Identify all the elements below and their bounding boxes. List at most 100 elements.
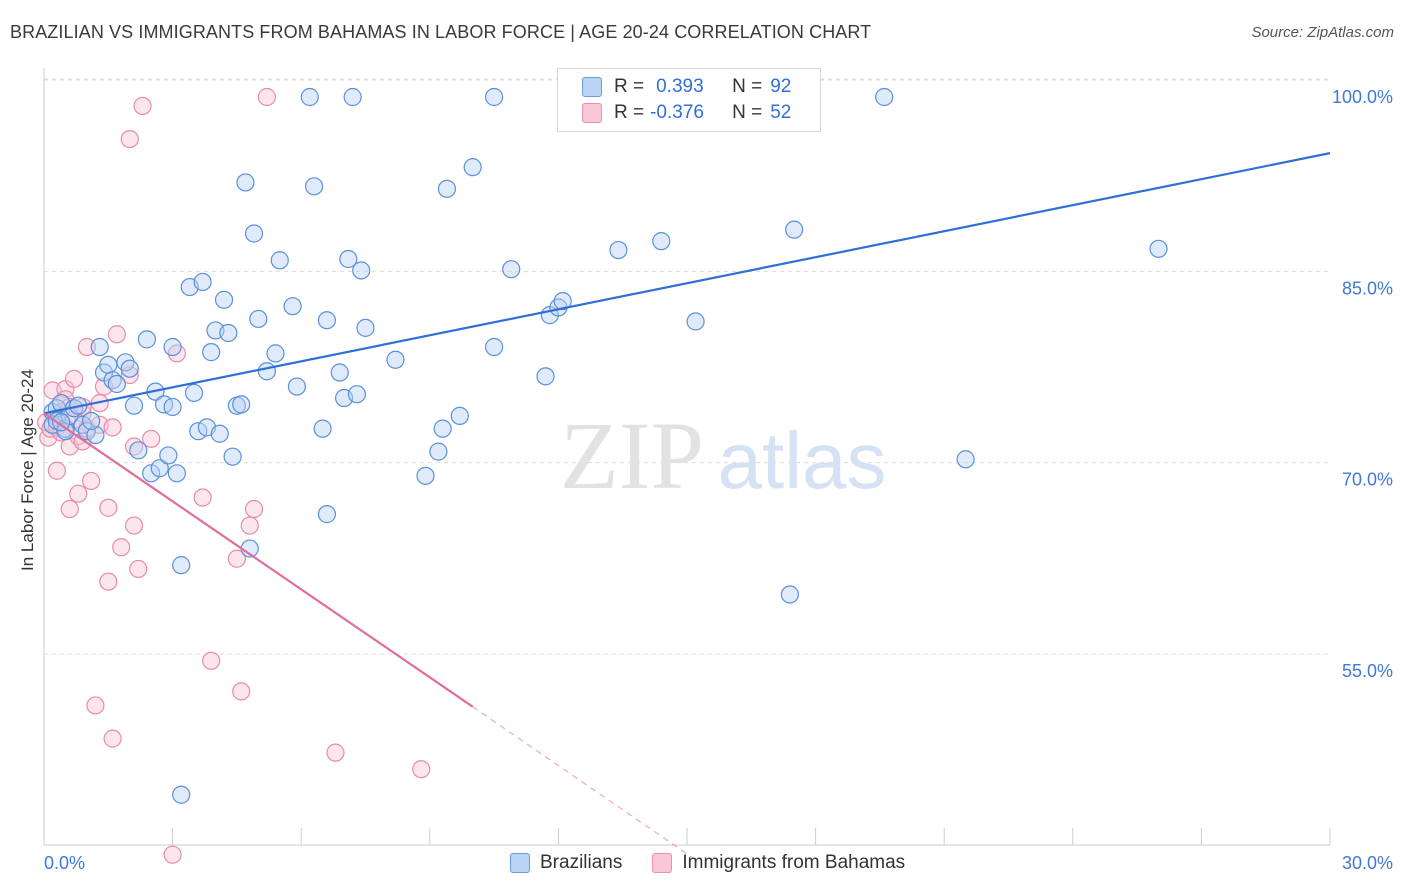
brazilian-point xyxy=(219,323,238,343)
brazilian-point xyxy=(330,363,349,382)
brazilian-point xyxy=(780,585,799,604)
legend-r-value-brazilians: 0.393 xyxy=(656,76,704,97)
brazilian-point xyxy=(159,446,178,465)
tick-labels: 55.0% 70.0% 85.0% 100.0% 0.0% 30.0% xyxy=(44,87,1393,873)
brazilian-point xyxy=(202,343,221,362)
brazilian-point xyxy=(172,785,191,804)
bahamas-point xyxy=(103,418,122,437)
brazilian-point xyxy=(124,396,144,415)
bahamas-point xyxy=(142,429,161,448)
watermark-atlas: atlas xyxy=(718,416,887,505)
brazilian-point xyxy=(257,362,277,381)
brazilian-point xyxy=(356,318,375,337)
brazilian-point xyxy=(463,158,482,177)
brazilian-point xyxy=(244,224,264,243)
bahamas-point xyxy=(257,87,277,107)
brazilian-point xyxy=(352,261,371,280)
brazilian-point xyxy=(300,87,319,107)
brazilian-point xyxy=(343,87,362,107)
brazilian-point xyxy=(232,395,251,414)
brazilian-point xyxy=(266,344,285,363)
bahamas-point xyxy=(86,696,105,715)
bahamas-point xyxy=(120,129,139,149)
brazilian-point xyxy=(553,291,572,311)
brazilian-point xyxy=(129,441,148,460)
legend-r-value-bahamas: -0.376 xyxy=(650,102,704,123)
bahamas-point xyxy=(99,498,118,517)
brazilian-point xyxy=(82,411,101,431)
legend-n-label: N = xyxy=(732,76,763,97)
legend-r-label: R = xyxy=(614,76,645,97)
brazilian-point xyxy=(686,312,705,331)
y-tick-label: 100.0% xyxy=(1332,87,1393,107)
bahamas-point xyxy=(163,845,182,864)
bahamas-point xyxy=(60,499,79,519)
legend-swatch-pink xyxy=(582,103,602,123)
brazilian-point xyxy=(150,459,169,478)
brazilian-point xyxy=(875,87,894,107)
brazilian-point xyxy=(317,311,337,330)
brazilian-point xyxy=(502,260,521,279)
legend-swatch-blue xyxy=(510,853,530,873)
brazilian-point xyxy=(536,367,555,386)
legend-item-bahamas: Immigrants from Bahamas xyxy=(652,852,905,874)
bahamas-point xyxy=(43,381,62,400)
brazilian-point xyxy=(184,383,204,403)
brazilian-point xyxy=(172,556,191,575)
brazilian-point xyxy=(99,355,118,374)
chart-title: BRAZILIAN VS IMMIGRANTS FROM BAHAMAS IN … xyxy=(10,22,872,42)
brazilian-point xyxy=(429,442,448,461)
brazilian-point xyxy=(1149,239,1168,258)
brazilian-point xyxy=(163,397,182,417)
brazilian-point xyxy=(107,374,126,394)
bahamas-point xyxy=(99,572,118,591)
brazilian-point xyxy=(485,337,504,357)
brazilian-point xyxy=(223,447,242,466)
bahamas-point xyxy=(107,325,126,344)
brazilian-point xyxy=(137,330,156,349)
brazilian-point xyxy=(386,350,405,369)
brazilian-point xyxy=(304,177,324,196)
trend-line-brazilians xyxy=(43,152,1331,415)
trend-line-bahamas-extension xyxy=(472,706,696,861)
legend-row-brazilians: R = 0.393 N = 92 xyxy=(582,74,791,100)
brazilian-point xyxy=(52,413,71,432)
y-tick-label: 85.0% xyxy=(1342,278,1393,298)
legend-swatch-blue xyxy=(582,77,602,97)
legend-row-bahamas: R = -0.376 N = 52 xyxy=(582,100,791,126)
bahamas-point xyxy=(326,743,345,762)
legend-swatch-pink xyxy=(652,853,673,873)
brazilian-point xyxy=(956,450,975,469)
bahamas-point xyxy=(103,729,122,748)
bahamas-point xyxy=(240,516,259,535)
legend-n-value-brazilians: 92 xyxy=(770,76,792,97)
bahamas-point xyxy=(244,499,264,519)
y-axis-label: In Labor Force | Age 20-24 xyxy=(18,369,37,571)
stats-legend: R = 0.393 N = 92 R = -0.376 N = 52 xyxy=(557,68,821,132)
bahamas-point xyxy=(412,760,431,779)
brazilian-point xyxy=(270,251,289,270)
bahamas-point xyxy=(232,682,251,701)
x-tick-label-max: 30.0% xyxy=(1342,853,1393,873)
brazilian-point xyxy=(249,309,268,329)
brazilian-point xyxy=(785,220,804,239)
axis-layer xyxy=(43,68,1331,846)
brazilian-point xyxy=(90,337,109,357)
brazilian-point xyxy=(120,359,139,378)
trend-lines xyxy=(43,152,1331,861)
brazilian-point xyxy=(317,505,337,524)
legend-label-brazilians: Brazilians xyxy=(540,852,623,873)
legend-label-bahamas: Immigrants from Bahamas xyxy=(682,852,906,873)
bahamas-point xyxy=(47,461,66,480)
brazilian-point xyxy=(189,422,208,441)
bahamas-point xyxy=(133,96,152,116)
y-tick-label: 70.0% xyxy=(1342,470,1393,490)
brazilian-point xyxy=(193,272,212,292)
legend-n-label: N = xyxy=(732,102,763,123)
x-tick-label-min: 0.0% xyxy=(44,853,85,873)
brazilian-point xyxy=(210,424,229,443)
bahamas-point xyxy=(129,559,148,579)
watermark-zip: ZIP xyxy=(560,402,704,509)
brazilian-point xyxy=(167,464,186,483)
